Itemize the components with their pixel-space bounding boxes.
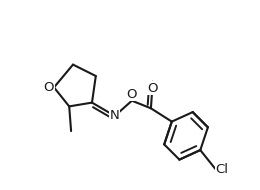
Text: O: O — [43, 81, 54, 94]
Text: O: O — [148, 82, 158, 95]
Text: N: N — [110, 109, 120, 122]
Text: O: O — [127, 88, 137, 101]
Text: Cl: Cl — [216, 163, 229, 176]
